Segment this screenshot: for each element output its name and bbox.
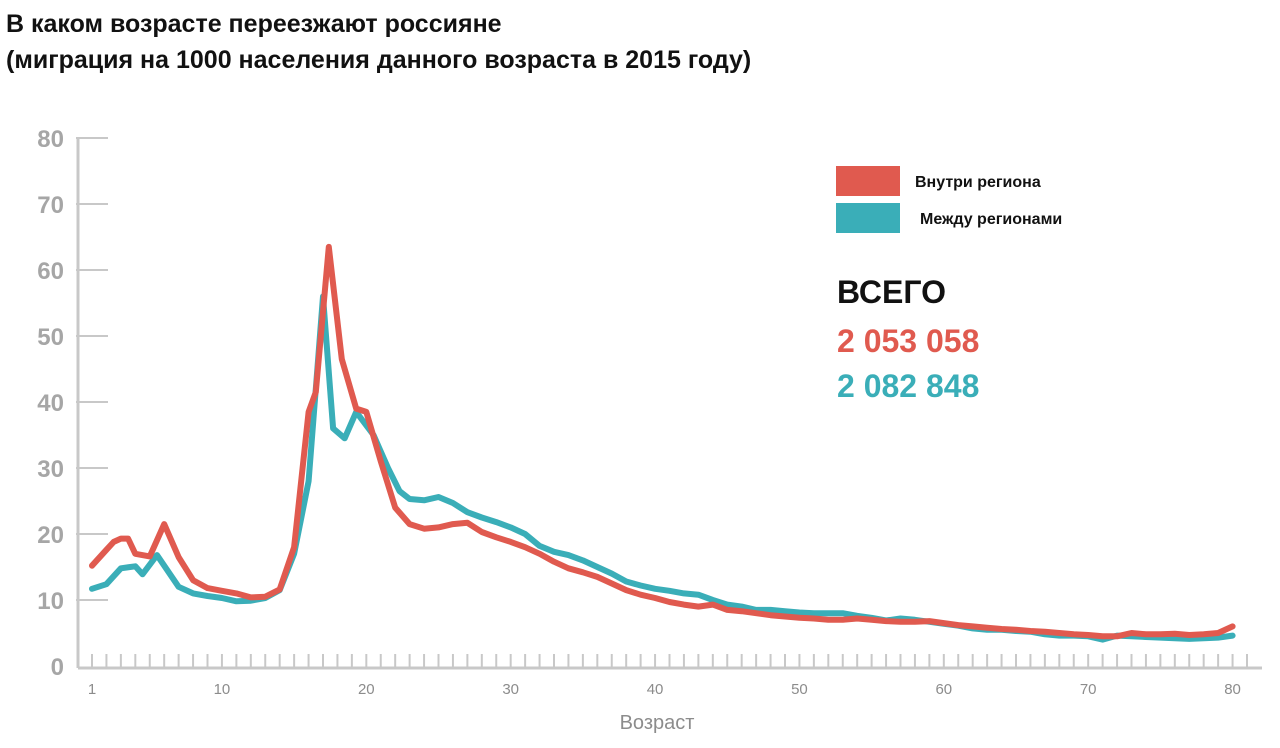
legend-swatch-between-regions — [836, 203, 900, 233]
y-tick-label: 80 — [37, 126, 64, 153]
legend-label-within-region: Внутри региона — [915, 174, 1041, 191]
y-tick-label: 30 — [37, 456, 64, 483]
y-tick-label: 40 — [37, 390, 64, 417]
legend-label-between-regions: Между регионами — [920, 211, 1062, 228]
legend-swatch-within-region — [836, 166, 900, 196]
series-line-between-regions — [89, 293, 1236, 643]
x-tick-label: 30 — [502, 681, 519, 698]
y-tick-label: 0 — [51, 654, 64, 681]
y-tick-label: 60 — [37, 258, 64, 285]
y-axis-ticks: 0 10 20 30 40 50 60 70 80 — [37, 126, 64, 681]
x-tick-label: 60 — [935, 681, 952, 698]
y-tick-label: 20 — [37, 522, 64, 549]
y-gridlines — [76, 137, 108, 601]
x-tick-label: 1 — [88, 681, 96, 698]
x-axis-label: Возраст — [620, 712, 695, 734]
y-tick-label: 50 — [37, 324, 64, 351]
series-lines — [89, 243, 1236, 643]
title-line-2: (миграция на 1000 населения данного возр… — [6, 46, 752, 74]
x-tick-label: 50 — [791, 681, 808, 698]
y-tick-label: 10 — [37, 588, 64, 615]
x-tick-label: 20 — [358, 681, 375, 698]
x-tick-label: 10 — [214, 681, 231, 698]
x-axis: 1 10 20 30 40 50 60 70 80 — [76, 138, 1262, 698]
x-tick-label: 70 — [1080, 681, 1097, 698]
series-line-within-region — [89, 243, 1236, 640]
totals-label: ВСЕГО — [837, 274, 946, 310]
total-within-region: 2 053 058 — [837, 323, 979, 359]
y-tick-label: 70 — [37, 192, 64, 219]
x-tick-label: 40 — [647, 681, 664, 698]
total-between-regions: 2 082 848 — [837, 368, 979, 404]
chart-title: В каком возрасте переезжают россияне (ми… — [6, 6, 751, 78]
x-tick-label: 80 — [1224, 681, 1241, 698]
title-line-1: В каком возрасте переезжают россияне — [6, 10, 502, 38]
